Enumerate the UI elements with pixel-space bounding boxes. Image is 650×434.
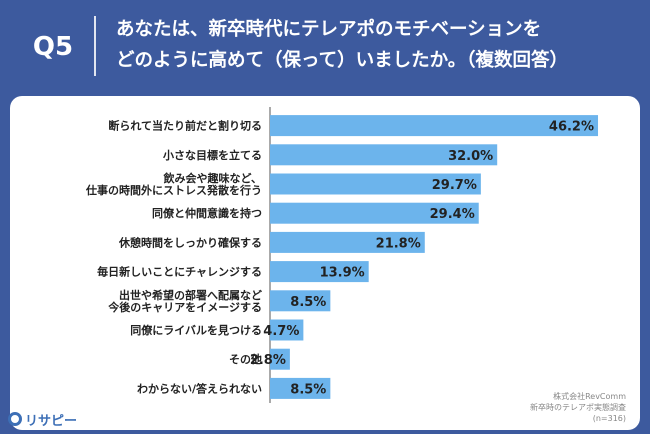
category-label: 断られて当たり前だと割り切る xyxy=(108,119,262,133)
category-label-line: 断られて当たり前だと割り切る xyxy=(108,119,262,133)
bar xyxy=(270,173,481,195)
source-company: 株式会社RevComm xyxy=(553,392,626,401)
bar xyxy=(270,115,599,137)
bar xyxy=(270,202,479,224)
category-label-line: わからない/答えられない xyxy=(137,381,262,395)
category-label-line: 同僚にライバルを見つける xyxy=(130,323,262,337)
bar xyxy=(270,348,290,370)
category-label-line: 飲み会や趣味など、 xyxy=(163,171,262,185)
source-survey: 新卒時のテレアポ実態調査 xyxy=(530,403,626,412)
bar xyxy=(270,290,331,312)
question-line-2: どのように高めて（保って）いましたか。（複数回答） xyxy=(116,50,568,71)
category-label-line: 仕事の時間外にストレス発散を行う xyxy=(85,183,262,197)
source-note: 株式会社RevComm 新卒時のテレアポ実態調査 (n=316) xyxy=(496,391,626,424)
category-label: 毎日新しいことにチャレンジする xyxy=(97,265,262,279)
question-line-1: あなたは、新卒時代にテレアポのモチベーションを xyxy=(116,19,542,40)
value-label: 29.4% xyxy=(430,207,475,222)
category-label: わからない/答えられない xyxy=(137,381,262,395)
category-label: 飲み会や趣味など、仕事の時間外にストレス発散を行う xyxy=(85,171,262,197)
category-label-line: 小さな目標を立てる xyxy=(162,148,262,162)
header: Q5 あなたは、新卒時代にテレアポのモチベーションを どのように高めて（保って）… xyxy=(0,0,650,92)
value-label: 4.7% xyxy=(263,324,299,339)
category-label-line: 同僚と仲間意識を持つ xyxy=(152,206,262,220)
bar-chart: 46.2% 断られて当たり前だと割り切る 32.0% 小さな目標を立てる 29.7% 飲み… xyxy=(85,107,599,403)
bar xyxy=(270,261,369,283)
brand-name: リサピー xyxy=(25,413,78,429)
bar xyxy=(270,231,425,253)
category-label-line: 出世や希望の部署へ配属など xyxy=(119,288,262,302)
value-label: 13.9% xyxy=(320,266,365,281)
category-label: 小さな目標を立てる xyxy=(162,148,262,162)
category-label: その他 xyxy=(229,352,262,366)
value-label: 2.8% xyxy=(250,353,286,368)
category-label: 休憩時間をしっかり確保する xyxy=(118,235,262,249)
value-label: 21.8% xyxy=(376,236,421,251)
category-label: 出世や希望の部署へ配属など今後のキャリアをイメージする xyxy=(107,288,262,314)
bar xyxy=(270,144,498,166)
brand-logo: リサピー xyxy=(8,410,78,429)
category-label: 同僚と仲間意識を持つ xyxy=(152,206,262,220)
bar xyxy=(270,377,331,399)
category-label-line: その他 xyxy=(229,352,262,366)
source-sample-size: (n=316) xyxy=(592,414,626,423)
value-label: 46.2% xyxy=(549,120,594,135)
magnifier-icon xyxy=(8,412,22,426)
category-label-line: 休憩時間をしっかり確保する xyxy=(118,235,262,249)
category-label: 同僚にライバルを見つける xyxy=(130,323,262,337)
value-label: 8.5% xyxy=(290,295,326,310)
value-label: 8.5% xyxy=(290,382,326,397)
question-number: Q5 xyxy=(32,32,74,62)
category-label-line: 今後のキャリアをイメージする xyxy=(107,300,262,314)
value-label: 32.0% xyxy=(448,149,493,164)
chart-panel: 46.2% 断られて当たり前だと割り切る 32.0% 小さな目標を立てる 29.7% 飲み… xyxy=(10,96,640,430)
category-label-line: 毎日新しいことにチャレンジする xyxy=(97,265,262,279)
bar xyxy=(270,319,304,341)
header-divider xyxy=(94,16,96,76)
value-label: 29.7% xyxy=(432,178,477,193)
question-text: あなたは、新卒時代にテレアポのモチベーションを どのように高めて（保って）いまし… xyxy=(116,14,636,76)
